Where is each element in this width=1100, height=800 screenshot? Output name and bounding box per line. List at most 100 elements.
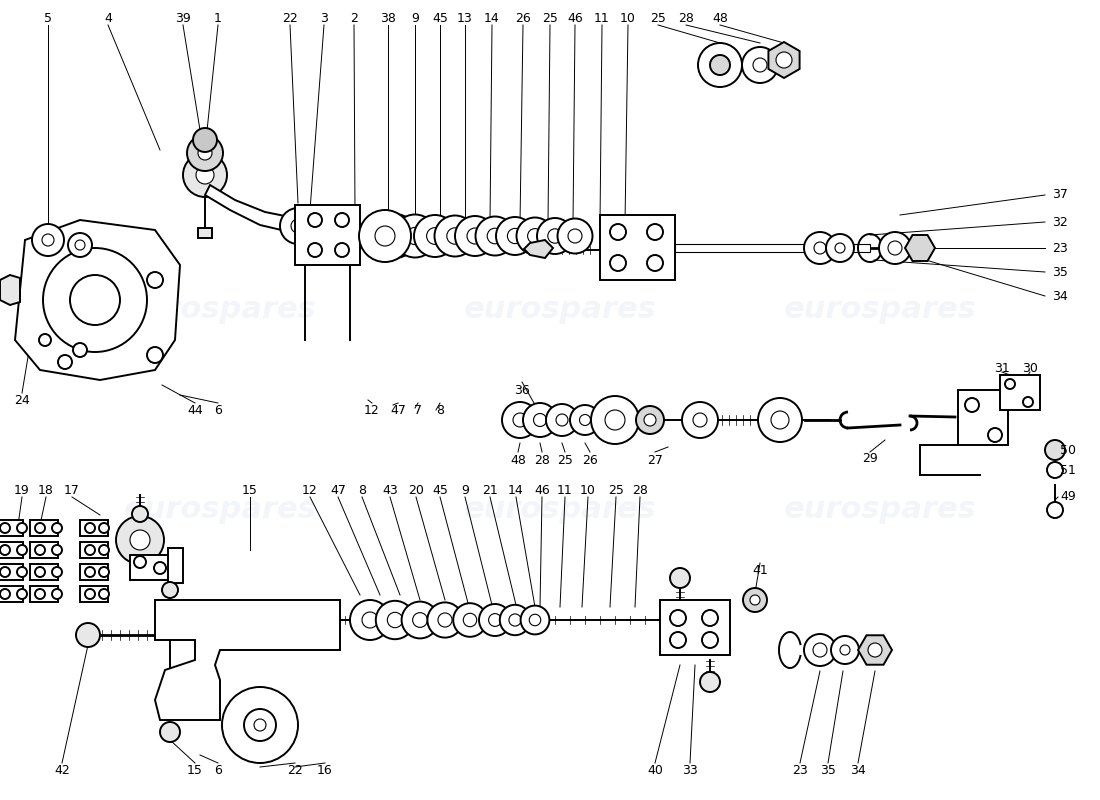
- Text: 25: 25: [557, 454, 573, 466]
- Circle shape: [52, 567, 62, 577]
- Circle shape: [509, 614, 521, 626]
- Circle shape: [888, 241, 902, 255]
- Circle shape: [402, 602, 439, 638]
- Circle shape: [522, 403, 557, 437]
- Circle shape: [988, 428, 1002, 442]
- Text: 39: 39: [175, 11, 191, 25]
- Text: 6: 6: [214, 403, 222, 417]
- Circle shape: [75, 240, 85, 250]
- Circle shape: [548, 229, 562, 243]
- Text: 3: 3: [320, 11, 328, 25]
- Polygon shape: [858, 635, 892, 665]
- Circle shape: [70, 275, 120, 325]
- Bar: [0, 564, 23, 580]
- Bar: [80, 542, 108, 558]
- Text: 13: 13: [458, 11, 473, 25]
- Circle shape: [52, 545, 62, 555]
- Circle shape: [183, 153, 227, 197]
- Bar: [0, 520, 23, 536]
- Circle shape: [16, 523, 28, 533]
- Circle shape: [336, 243, 349, 257]
- Circle shape: [529, 614, 541, 626]
- Circle shape: [130, 530, 150, 550]
- Circle shape: [682, 402, 718, 438]
- Bar: [0, 542, 23, 558]
- Circle shape: [499, 605, 530, 635]
- Text: 10: 10: [620, 11, 636, 25]
- Text: 46: 46: [535, 483, 550, 497]
- Circle shape: [428, 602, 463, 638]
- Circle shape: [965, 398, 979, 412]
- Circle shape: [132, 506, 148, 522]
- Text: eurospares: eurospares: [463, 495, 657, 525]
- Circle shape: [1047, 462, 1063, 478]
- Circle shape: [475, 217, 515, 255]
- Circle shape: [35, 545, 45, 555]
- Text: 10: 10: [580, 483, 596, 497]
- Circle shape: [507, 229, 522, 243]
- Text: 6: 6: [214, 763, 222, 777]
- Circle shape: [826, 234, 854, 262]
- Circle shape: [813, 643, 827, 657]
- Circle shape: [35, 589, 45, 599]
- Circle shape: [670, 632, 686, 648]
- Circle shape: [386, 227, 404, 245]
- Text: 28: 28: [678, 11, 694, 25]
- Text: 50: 50: [1060, 443, 1076, 457]
- Circle shape: [487, 228, 503, 244]
- Text: 47: 47: [390, 403, 406, 417]
- Text: 34: 34: [1052, 290, 1068, 302]
- Text: 8: 8: [436, 403, 444, 417]
- Text: 29: 29: [862, 451, 878, 465]
- Polygon shape: [0, 275, 20, 305]
- Circle shape: [636, 406, 664, 434]
- Circle shape: [0, 567, 10, 577]
- Polygon shape: [155, 600, 340, 720]
- Circle shape: [647, 255, 663, 271]
- Circle shape: [0, 523, 10, 533]
- Text: eurospares: eurospares: [783, 495, 977, 525]
- Circle shape: [754, 58, 767, 72]
- Circle shape: [610, 255, 626, 271]
- Text: 32: 32: [1052, 215, 1068, 229]
- Circle shape: [0, 589, 10, 599]
- Text: 45: 45: [432, 11, 448, 25]
- Circle shape: [488, 614, 502, 626]
- Circle shape: [292, 219, 305, 233]
- Text: 47: 47: [330, 483, 345, 497]
- Bar: [0, 586, 23, 602]
- Bar: [30, 520, 58, 536]
- Circle shape: [700, 672, 720, 692]
- Text: 12: 12: [302, 483, 318, 497]
- Bar: [80, 520, 108, 536]
- Text: 48: 48: [712, 11, 728, 25]
- Circle shape: [742, 47, 778, 83]
- Text: 22: 22: [282, 11, 298, 25]
- Circle shape: [308, 213, 322, 227]
- Circle shape: [254, 719, 266, 731]
- Polygon shape: [15, 220, 180, 380]
- Circle shape: [68, 233, 92, 257]
- Circle shape: [434, 215, 475, 257]
- Text: 28: 28: [535, 454, 550, 466]
- Circle shape: [546, 404, 578, 436]
- Text: 25: 25: [608, 483, 624, 497]
- Text: 20: 20: [408, 483, 424, 497]
- Circle shape: [244, 709, 276, 741]
- Circle shape: [85, 523, 95, 533]
- Circle shape: [73, 343, 87, 357]
- Polygon shape: [205, 185, 300, 232]
- Text: 34: 34: [850, 763, 866, 777]
- Circle shape: [670, 568, 690, 588]
- Text: 45: 45: [432, 483, 448, 497]
- Circle shape: [776, 52, 792, 68]
- Circle shape: [35, 567, 45, 577]
- Circle shape: [375, 226, 395, 246]
- Circle shape: [644, 414, 656, 426]
- Circle shape: [804, 634, 836, 666]
- Circle shape: [308, 243, 322, 257]
- Bar: [660, 600, 730, 655]
- Polygon shape: [295, 205, 360, 265]
- Circle shape: [1045, 440, 1065, 460]
- Circle shape: [468, 228, 483, 244]
